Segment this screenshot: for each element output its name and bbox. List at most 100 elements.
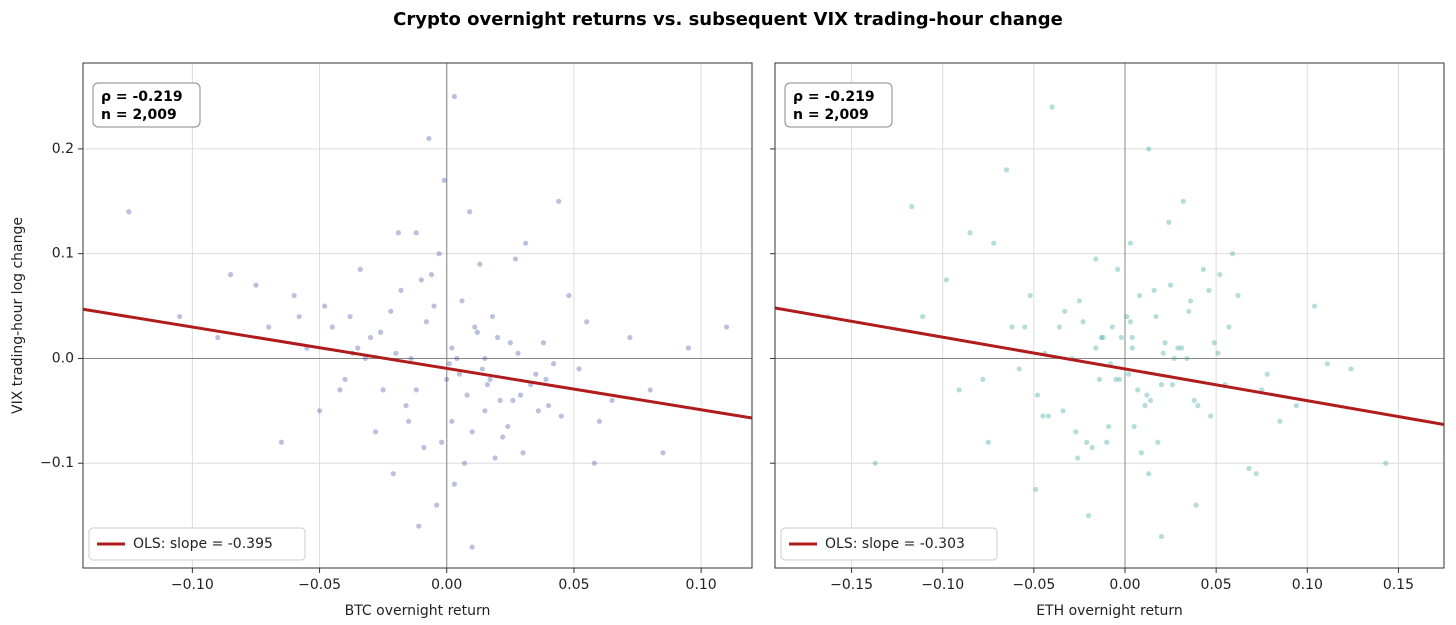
- point: [1131, 423, 1137, 430]
- point: [1074, 455, 1081, 461]
- point: [372, 429, 379, 435]
- point: [985, 439, 991, 445]
- point: [1118, 334, 1124, 341]
- point: [378, 329, 384, 335]
- point: [477, 261, 483, 267]
- point: [523, 240, 529, 246]
- point: [1171, 355, 1177, 362]
- point: [357, 266, 363, 273]
- point: [1348, 366, 1354, 372]
- x-axis-label: ETH overnight return: [1036, 603, 1183, 619]
- legend-box: [88, 527, 306, 561]
- point: [556, 198, 562, 204]
- point: [943, 277, 949, 283]
- annotation: n = 2,009: [793, 107, 869, 123]
- point: [1062, 308, 1068, 314]
- point: [1135, 387, 1141, 393]
- point: [1104, 439, 1110, 445]
- point: [1115, 266, 1121, 273]
- point: [296, 313, 302, 320]
- point: [464, 392, 470, 398]
- point: [266, 324, 272, 330]
- point: [1151, 287, 1157, 293]
- point: [426, 135, 432, 142]
- point: [177, 313, 183, 320]
- point: [1311, 303, 1318, 309]
- point: [413, 387, 419, 393]
- point: [393, 350, 399, 356]
- point: [1293, 403, 1299, 409]
- point: [1127, 240, 1134, 246]
- point: [479, 366, 485, 372]
- point: [1060, 408, 1066, 414]
- plot-area: [83, 63, 752, 568]
- y-tick-label: −0.1: [40, 455, 74, 471]
- point: [1167, 282, 1174, 288]
- legend-box: [780, 527, 998, 561]
- point: [1193, 502, 1199, 508]
- point: [543, 376, 549, 383]
- point: [1040, 413, 1046, 419]
- point: [1109, 324, 1115, 330]
- x-tick-label: 0.10: [1292, 577, 1323, 593]
- point: [956, 387, 962, 393]
- point: [1129, 334, 1135, 341]
- point: [660, 450, 666, 456]
- point: [1217, 272, 1223, 278]
- point: [1246, 465, 1252, 472]
- point: [1178, 345, 1185, 351]
- legend-label: OLS: slope = -0.303: [825, 536, 965, 552]
- point: [482, 408, 488, 414]
- y-tick-label: 0.1: [52, 246, 74, 262]
- point: [1034, 392, 1041, 398]
- point: [416, 523, 422, 529]
- point: [1226, 324, 1232, 330]
- x-tick-label: 0.05: [558, 577, 589, 593]
- point: [1076, 298, 1083, 304]
- point: [329, 324, 335, 330]
- point: [1162, 340, 1168, 346]
- point: [1206, 287, 1212, 293]
- point: [723, 324, 730, 330]
- point: [1105, 423, 1112, 430]
- point: [441, 177, 447, 183]
- point: [495, 334, 501, 341]
- point: [1158, 382, 1165, 388]
- point: [446, 361, 452, 367]
- point: [1383, 460, 1389, 466]
- point: [1056, 324, 1062, 330]
- point: [1129, 345, 1135, 351]
- point: [395, 230, 402, 236]
- point: [461, 460, 468, 466]
- point: [1229, 251, 1236, 257]
- point: [520, 450, 526, 456]
- point: [909, 203, 915, 210]
- point: [1195, 403, 1201, 409]
- point: [433, 502, 440, 508]
- point: [1175, 345, 1181, 351]
- point: [1324, 361, 1330, 367]
- axes-frame: [82, 62, 753, 569]
- point: [1184, 355, 1190, 362]
- point: [566, 292, 572, 299]
- point: [474, 329, 480, 335]
- point: [497, 397, 503, 403]
- point: [558, 413, 564, 419]
- point: [403, 403, 409, 409]
- point: [1033, 486, 1039, 493]
- point: [1113, 376, 1119, 383]
- point: [1116, 376, 1123, 383]
- point: [449, 418, 455, 424]
- point: [451, 481, 457, 487]
- point: [1096, 376, 1103, 383]
- point: [1127, 319, 1134, 325]
- point: [1022, 324, 1028, 330]
- ols-line: [775, 306, 1444, 426]
- x-tick-label: −0.05: [298, 577, 341, 593]
- x-tick-label: −0.05: [1012, 577, 1055, 593]
- point: [1100, 334, 1106, 341]
- point: [278, 439, 285, 445]
- x-tick-label: 0.00: [431, 577, 462, 593]
- point: [413, 230, 419, 236]
